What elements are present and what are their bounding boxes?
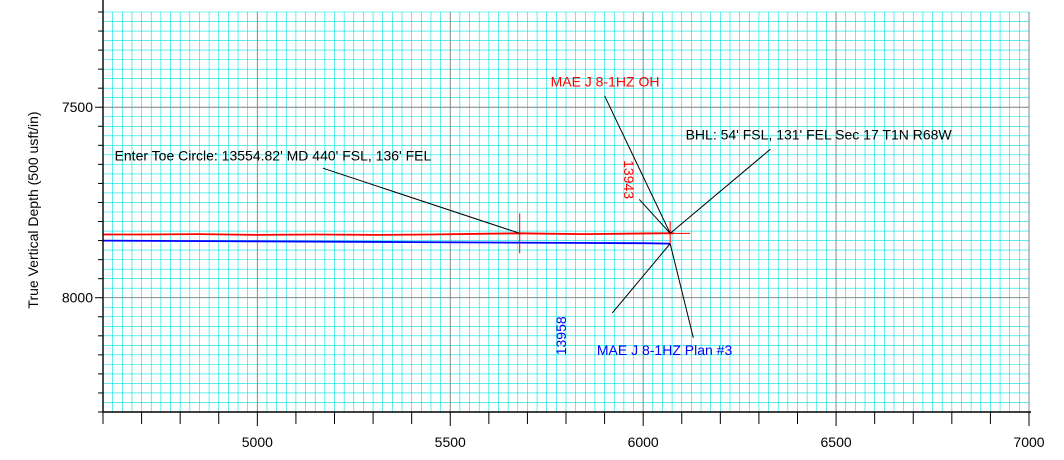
series-line-2 [102, 239, 671, 245]
annotation-leader [669, 148, 771, 234]
annotation-leader [669, 243, 694, 338]
annotation-leader [322, 167, 520, 234]
major-grid [103, 12, 1030, 412]
annotation-leader [638, 199, 671, 234]
annotation-label: Enter Toe Circle: 13554.82' MD 440' FSL,… [115, 148, 432, 164]
annotation-label: MAE J 8-1HZ Plan #3 [597, 342, 733, 358]
x-tick-label: 6000 [628, 434, 659, 450]
y-axis-label: True Vertical Depth (500 usft/in) [25, 111, 41, 308]
x-tick-label: 5000 [242, 434, 273, 450]
x-tick-label: 7000 [1013, 434, 1044, 450]
annotations: MAE J 8-1HZ OH BHL: 54' FSL, 131' FEL Sec… [115, 74, 953, 358]
annotation-leader [611, 243, 671, 314]
x-tick-label: 6500 [821, 434, 852, 450]
x-tick-label: 5500 [435, 434, 466, 450]
annotation-label: 13943 [621, 160, 637, 199]
y-tick-label: 7500 [62, 99, 93, 115]
series-line-1 [103, 232, 674, 236]
annotation-label: BHL: 54' FSL, 131' FEL Sec 17 T1N R68W [686, 127, 953, 143]
axes: 7500 8000 5000 5500 6000 6500 7000 [62, 0, 1045, 450]
y-tick-label: 8000 [62, 290, 93, 306]
annotation-label: MAE J 8-1HZ OH [551, 74, 660, 90]
series-layer [102, 213, 691, 254]
annotation-leader [604, 95, 671, 234]
annotation-label: 13958 [553, 316, 569, 355]
